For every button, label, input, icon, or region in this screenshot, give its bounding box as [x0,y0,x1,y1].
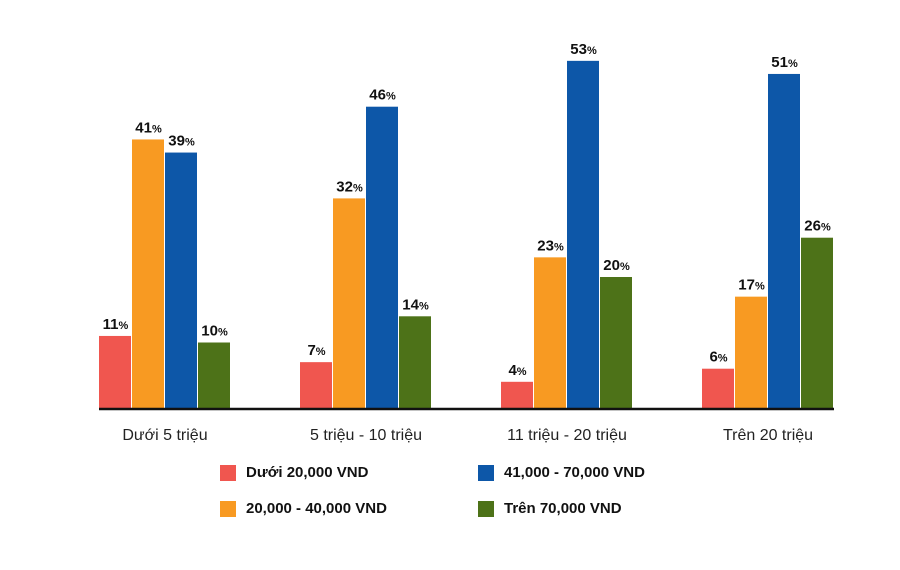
legend-swatch-under-20000 [220,464,236,481]
legend-item-over-70000: Trên 70,000 VND [478,500,622,517]
value-label-11-trieu-20-trieu-series-2: 23% [537,237,564,254]
bars-group [99,60,833,408]
value-label-11-trieu-20-trieu-series-4: 20% [603,257,630,274]
bar-5-trieu-10-trieu-series-1 [300,362,332,408]
legend-item-41000-70000: 41,000 - 70,000 VND [478,464,645,481]
bar-duoi-5-trieu-series-2 [132,139,164,408]
category-label-tren-20-trieu: Trên 20 triệu [723,427,813,444]
value-label-5-trieu-10-trieu-series-3: 46% [369,87,396,104]
value-label-tren-20-trieu-series-1: 6% [709,349,727,366]
bar-11-trieu-20-trieu-series-1 [501,381,533,408]
bar-11-trieu-20-trieu-series-4 [600,277,632,408]
value-label-tren-20-trieu-series-3: 51% [771,54,798,71]
bar-5-trieu-10-trieu-series-2 [333,198,365,408]
legend-swatch-41000-70000 [478,464,494,481]
bar-tren-20-trieu-series-3 [768,73,800,408]
bar-tren-20-trieu-series-2 [735,296,767,408]
value-label-5-trieu-10-trieu-series-1: 7% [307,342,325,359]
value-label-duoi-5-trieu-series-1: 11% [103,316,129,333]
value-label-11-trieu-20-trieu-series-1: 4% [508,362,526,379]
legend-swatch-over-70000 [478,500,494,517]
category-labels-group: Dưới 5 triệu 5 triệu - 10 triệu 11 triệu -… [122,427,813,444]
bar-tren-20-trieu-series-1 [702,368,734,408]
bar-duoi-5-trieu-series-4 [198,342,230,408]
legend-label-41000-70000: 41,000 - 70,000 VND [504,464,645,481]
legend-label-20000-40000: 20,000 - 40,000 VND [246,500,387,517]
legend-item-20000-40000: 20,000 - 40,000 VND [220,500,387,517]
bar-11-trieu-20-trieu-series-2 [534,257,566,408]
value-labels-group: 11% 41% 39% 10% 7% 32% 46% 14% 4% 23% 53% 20% 6% 17% 5… [103,41,831,379]
bar-duoi-5-trieu-series-3 [165,152,197,408]
value-label-duoi-5-trieu-series-4: 10% [201,323,228,340]
value-label-duoi-5-trieu-series-2: 41% [135,119,162,136]
legend: Dưới 20,000 VND 41,000 - 70,000 VND 20,0… [220,462,740,528]
value-label-5-trieu-10-trieu-series-2: 32% [336,178,363,195]
value-label-duoi-5-trieu-series-3: 39% [168,133,195,150]
legend-label-over-70000: Trên 70,000 VND [504,500,622,517]
value-label-tren-20-trieu-series-4: 26% [804,218,831,235]
bar-duoi-5-trieu-series-1 [99,335,131,408]
legend-swatch-20000-40000 [220,500,236,517]
category-label-5-trieu-10-trieu: 5 triệu - 10 triệu [310,427,422,444]
legend-item-under-20000: Dưới 20,000 VND [220,464,368,481]
legend-label-under-20000: Dưới 20,000 VND [246,464,369,481]
category-label-11-trieu-20-trieu: 11 triệu - 20 triệu [507,427,627,444]
bar-5-trieu-10-trieu-series-4 [399,316,431,408]
value-label-5-trieu-10-trieu-series-4: 14% [402,296,429,313]
bar-11-trieu-20-trieu-series-3 [567,60,599,408]
bar-tren-20-trieu-series-4 [801,237,833,408]
value-label-11-trieu-20-trieu-series-3: 53% [570,41,597,58]
value-label-tren-20-trieu-series-2: 17% [738,277,765,294]
bar-5-trieu-10-trieu-series-3 [366,106,398,408]
category-label-duoi-5-trieu: Dưới 5 triệu [122,427,207,444]
